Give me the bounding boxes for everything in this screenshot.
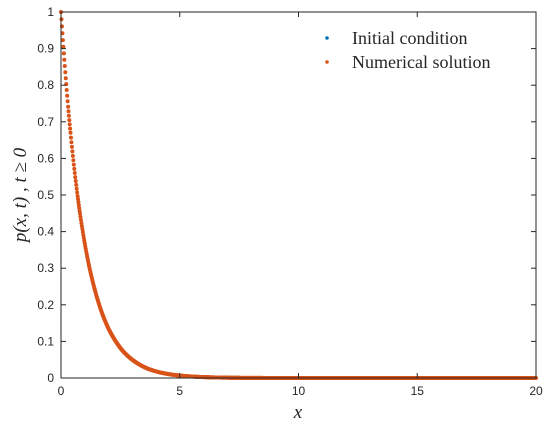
numerical-solution-point: [66, 109, 71, 114]
numerical-solution-point: [70, 149, 75, 154]
y-axis-label: p(x, t) , t ≥ 0: [10, 147, 31, 244]
numerical-solution-point: [71, 158, 76, 163]
numerical-solution-point: [68, 135, 73, 140]
numerical-solution-point: [61, 44, 66, 49]
numerical-solution-point: [78, 211, 82, 216]
numerical-solution-point: [65, 93, 70, 98]
legend-marker-initial-condition: [325, 36, 329, 40]
numerical-solution-point: [69, 140, 74, 145]
numerical-solution-point: [79, 224, 84, 229]
x-tick-label: 5: [176, 384, 183, 398]
y-axis: 0 0.1 0.2 0.3 0.4 0.5 0.6 0.7 0.8 0.9 1: [37, 5, 536, 385]
numerical-solution-point: [79, 221, 84, 226]
numerical-solution-point: [63, 76, 68, 81]
numerical-solution-point: [76, 200, 81, 205]
numerical-solution-series: [59, 10, 538, 380]
x-axis: 0 5 10 15 20: [58, 12, 543, 398]
numerical-solution-point: [75, 194, 80, 199]
numerical-solution-point: [72, 166, 77, 171]
legend-label-initial-condition: Initial condition: [352, 28, 467, 48]
numerical-solution-point: [71, 162, 76, 167]
y-tick-label: 0.1: [37, 334, 54, 348]
y-tick-label: 0.7: [37, 115, 54, 129]
numerical-solution-point: [64, 88, 69, 93]
numerical-solution-point: [75, 190, 80, 195]
y-tick-label: 0.9: [37, 42, 54, 56]
y-tick-label: 0.8: [37, 78, 54, 92]
legend-marker-numerical-solution: [325, 60, 329, 64]
numerical-solution-point: [76, 197, 81, 202]
numerical-solution-point: [68, 126, 73, 131]
x-tick-label: 0: [58, 384, 65, 398]
numerical-solution-point: [68, 130, 73, 135]
y-tick-label: 0.2: [37, 298, 54, 312]
y-tick-label: 0.5: [37, 188, 54, 202]
numerical-solution-point: [74, 186, 79, 191]
numerical-solution-point: [61, 51, 66, 56]
numerical-solution-point: [78, 214, 83, 219]
numerical-solution-point: [67, 118, 72, 123]
numerical-solution-point: [72, 170, 77, 175]
numerical-solution-point: [63, 70, 68, 75]
numerical-solution-point: [69, 144, 74, 149]
y-tick-label: 0.6: [37, 151, 54, 165]
numerical-solution-point: [74, 182, 79, 187]
y-tick-label: 1: [47, 5, 54, 19]
x-axis-label: x: [293, 402, 303, 423]
numerical-solution-point: [80, 227, 85, 232]
x-tick-label: 20: [529, 384, 543, 398]
numerical-solution-point: [73, 175, 78, 180]
y-tick-label: 0.3: [37, 261, 54, 275]
numerical-solution-point: [73, 179, 78, 184]
numerical-solution-point: [65, 99, 70, 104]
legend-label-numerical-solution: Numerical solution: [352, 52, 490, 72]
y-tick-label: 0.4: [37, 225, 54, 239]
numerical-solution-point: [66, 104, 71, 109]
numerical-solution-point: [67, 122, 72, 127]
numerical-solution-point: [66, 113, 71, 118]
numerical-solution-point: [62, 64, 67, 69]
x-tick-label: 15: [411, 384, 425, 398]
x-tick-label: 10: [292, 384, 306, 398]
numerical-solution-point: [78, 217, 83, 222]
legend: Initial condition Numerical solution: [325, 28, 490, 72]
y-tick-label: 0: [47, 371, 54, 385]
numerical-solution-point: [70, 153, 75, 158]
numerical-solution-point: [60, 38, 65, 43]
numerical-solution-point: [62, 57, 67, 62]
